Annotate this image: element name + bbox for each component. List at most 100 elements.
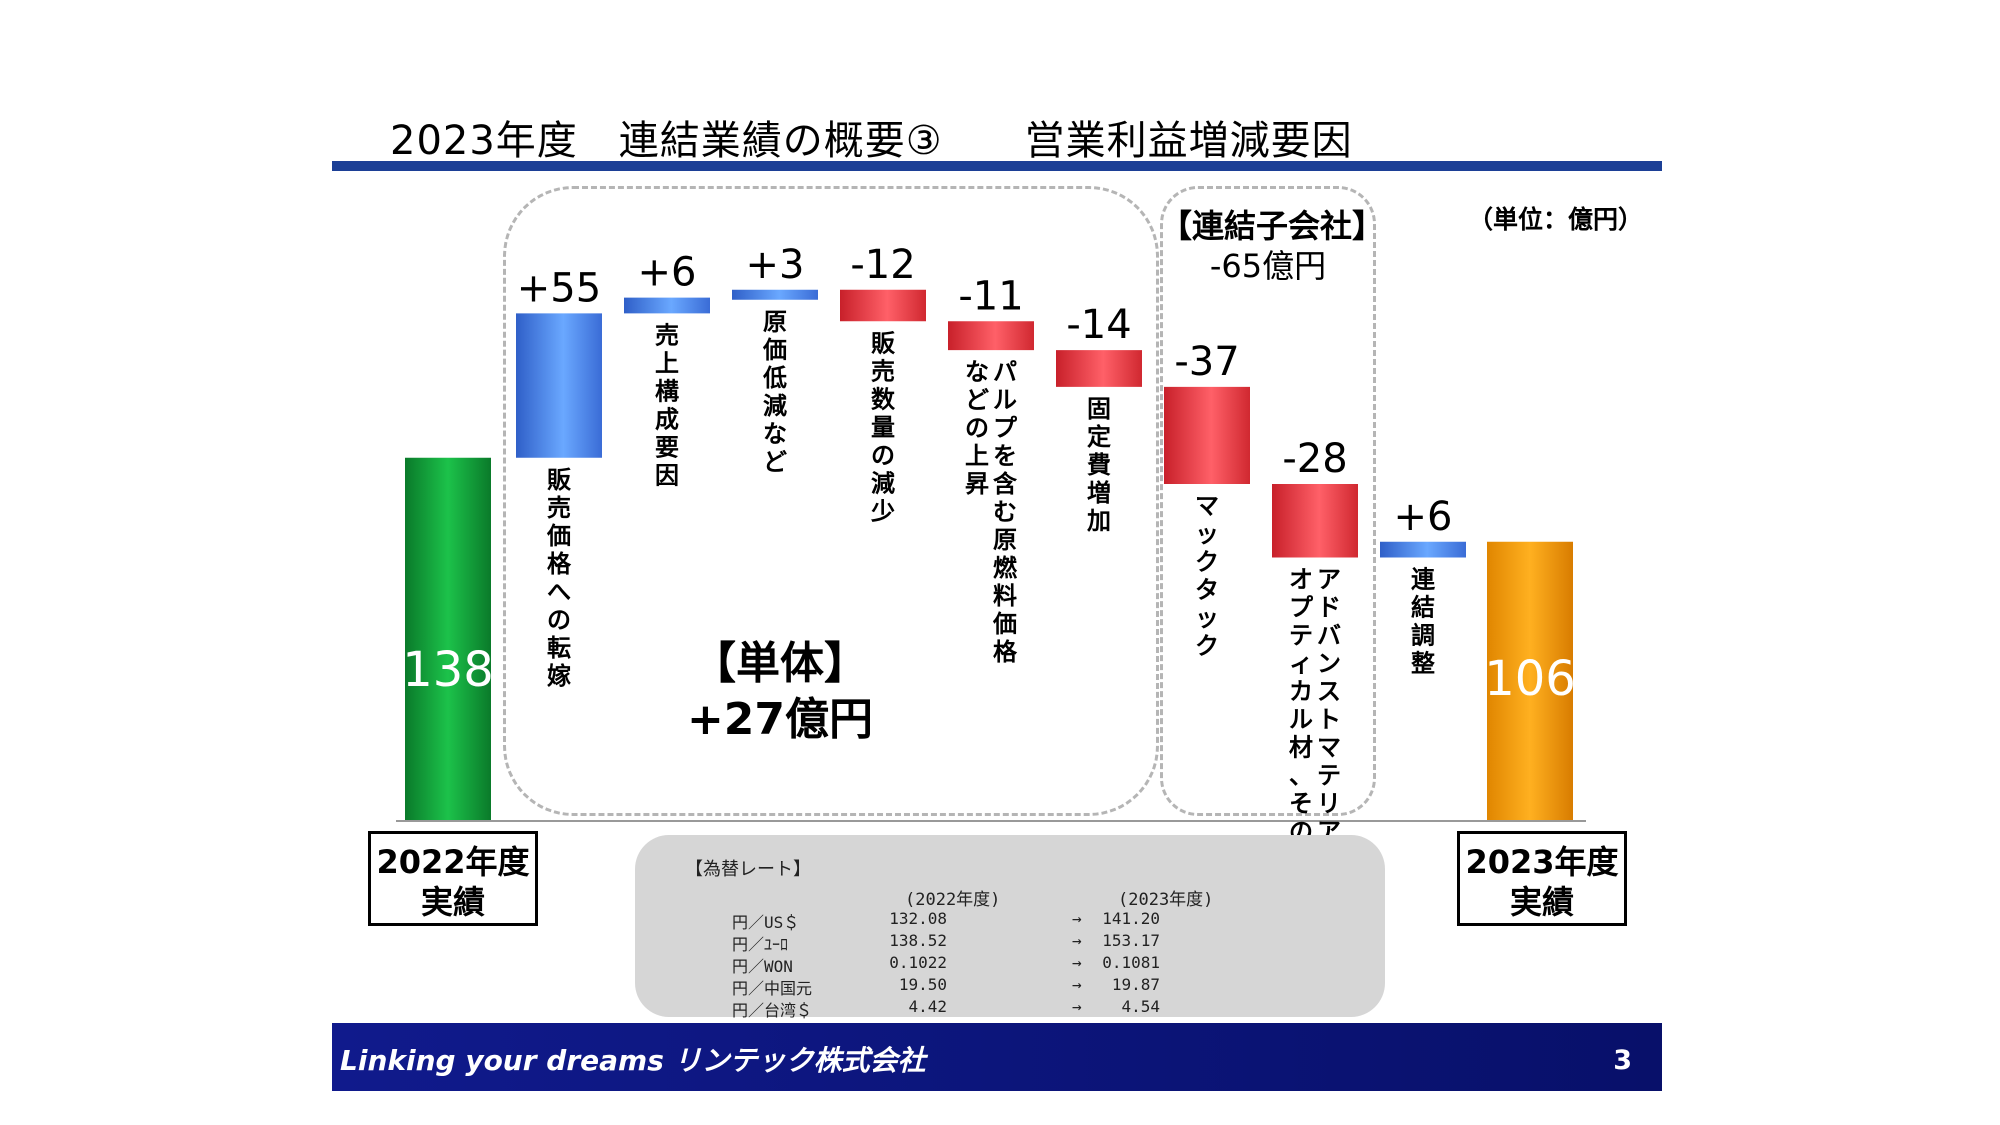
fx-rate-2023: 4.54	[1121, 997, 1160, 1016]
category-label-char: 構	[655, 377, 679, 405]
category-label-char: マ	[1317, 734, 1341, 762]
category-label-char: バ	[1317, 622, 1341, 650]
category-label-char: 材	[1289, 734, 1313, 762]
fx-rate-2023: 153.17	[1102, 931, 1160, 950]
category-label-char: 定	[1087, 423, 1111, 451]
category-label-char: 売	[547, 494, 571, 522]
solo-group-label: 【単体】 +27億円	[640, 636, 920, 748]
category-label-char: 増	[1087, 479, 1111, 507]
category-label-char: 成	[655, 405, 679, 433]
category-label-char: 調	[1411, 622, 1435, 650]
bar-step-value-label: -12	[850, 242, 915, 288]
fx-rate-2023: 19.87	[1111, 975, 1160, 994]
category-label-char: 上	[655, 349, 679, 377]
category-label-char: 価	[992, 610, 1017, 638]
category-label-char: ク	[1195, 632, 1219, 660]
bar-step	[516, 313, 602, 458]
category-label-char: 量	[871, 413, 895, 441]
unit-note: （単位：億円）	[1468, 205, 1644, 234]
fx-rate-2022: 132.08	[889, 909, 947, 928]
bar-step-value-label: -28	[1282, 436, 1347, 482]
category-label-char: ッ	[1195, 520, 1219, 548]
bar-2023-value-label: 106	[1484, 651, 1576, 707]
category-label-char: 含	[993, 470, 1018, 498]
category-label-char: 価	[546, 522, 571, 550]
title-underline	[332, 161, 1662, 171]
fx-arrow: →	[1072, 909, 1082, 928]
category-label-char: パ	[993, 358, 1017, 386]
bar-step-value-label: -37	[1174, 339, 1239, 385]
category-label-char: ド	[1317, 594, 1341, 622]
subsidiary-group-frame	[1160, 186, 1376, 816]
fx-rate-2023: 0.1081	[1102, 953, 1160, 972]
category-label-char: 販	[547, 466, 572, 494]
fx-currency: 円／ﾕｰﾛ	[732, 935, 789, 954]
category-label-char: ン	[1317, 650, 1341, 678]
category-label-char: 上	[965, 442, 989, 470]
end-year-sublabel: 実績	[1509, 883, 1574, 921]
category-label-char: 費	[1087, 451, 1111, 479]
category-label-char: そ	[1289, 790, 1313, 818]
fx-rate-2022: 19.50	[898, 975, 947, 994]
category-label-char: リ	[1317, 790, 1341, 818]
chart-baseline	[396, 820, 1586, 822]
fx-currency: 円／US＄	[732, 913, 800, 932]
category-label-char: 加	[1087, 507, 1111, 535]
start-year-box: 2022年度 実績	[368, 831, 538, 926]
fx-arrow: →	[1072, 931, 1082, 950]
category-label-char: ル	[1289, 706, 1313, 734]
category-label-char: 数	[871, 385, 896, 413]
category-label-char: ス	[1317, 678, 1341, 706]
bar-step	[1164, 386, 1250, 484]
category-label-char: ど	[965, 386, 989, 414]
fx-rate-2022: 4.42	[908, 997, 947, 1016]
category-label-char: の	[965, 414, 989, 442]
category-label-char: を	[993, 442, 1017, 470]
bar-step-value-label: +3	[746, 242, 805, 288]
category-label-char: 、	[1289, 762, 1313, 790]
fx-rate-2023: 141.20	[1102, 909, 1160, 928]
category-label-char: 因	[655, 461, 679, 489]
bar-2022-value-label: 138	[402, 642, 494, 698]
category-label-char: な	[763, 420, 787, 448]
bar-2022-actual	[405, 457, 491, 820]
fx-currency: 円／中国元	[732, 979, 813, 998]
category-label-char: ト	[1317, 706, 1341, 734]
fx-row: 円／台湾＄ 4.42 → 4.54	[635, 997, 1385, 1020]
start-year-sublabel: 実績	[420, 883, 485, 921]
category-label-char: 結	[1411, 594, 1435, 622]
category-label-char: 原	[993, 526, 1017, 554]
bar-step-value-label: +6	[1394, 494, 1453, 540]
fx-arrow: →	[1072, 953, 1082, 972]
category-label-char: 転	[547, 634, 571, 662]
fx-row: 円／US＄ 132.08 → 141.20	[635, 909, 1385, 932]
category-label-char: 原	[763, 308, 787, 336]
bar-step	[624, 297, 710, 314]
category-label-char: 減	[763, 392, 787, 420]
fx-row: 円／中国元 19.50 → 19.87	[635, 975, 1385, 998]
category-label-char: 売	[871, 357, 895, 385]
bar-step-value-label: -14	[1066, 302, 1131, 348]
fx-rate-2022: 0.1022	[889, 953, 947, 972]
end-year-label: 2023年度	[1465, 843, 1619, 881]
category-label-char: カ	[1289, 678, 1313, 706]
category-label-char: の	[871, 441, 895, 469]
category-label-char: ど	[763, 448, 787, 476]
page-title: 2023年度 連結業績の概要③ 営業利益増減要因	[390, 118, 1353, 164]
category-label-char: の	[547, 606, 571, 634]
bar-step	[732, 289, 818, 300]
category-label-char: マ	[1195, 492, 1219, 520]
category-label-char: む	[993, 498, 1017, 526]
category-label-char: 整	[1411, 650, 1435, 678]
category-label-char: 要	[655, 433, 679, 461]
solo-group-frame	[503, 186, 1159, 816]
solo-group-title: 【単体】	[692, 638, 868, 689]
